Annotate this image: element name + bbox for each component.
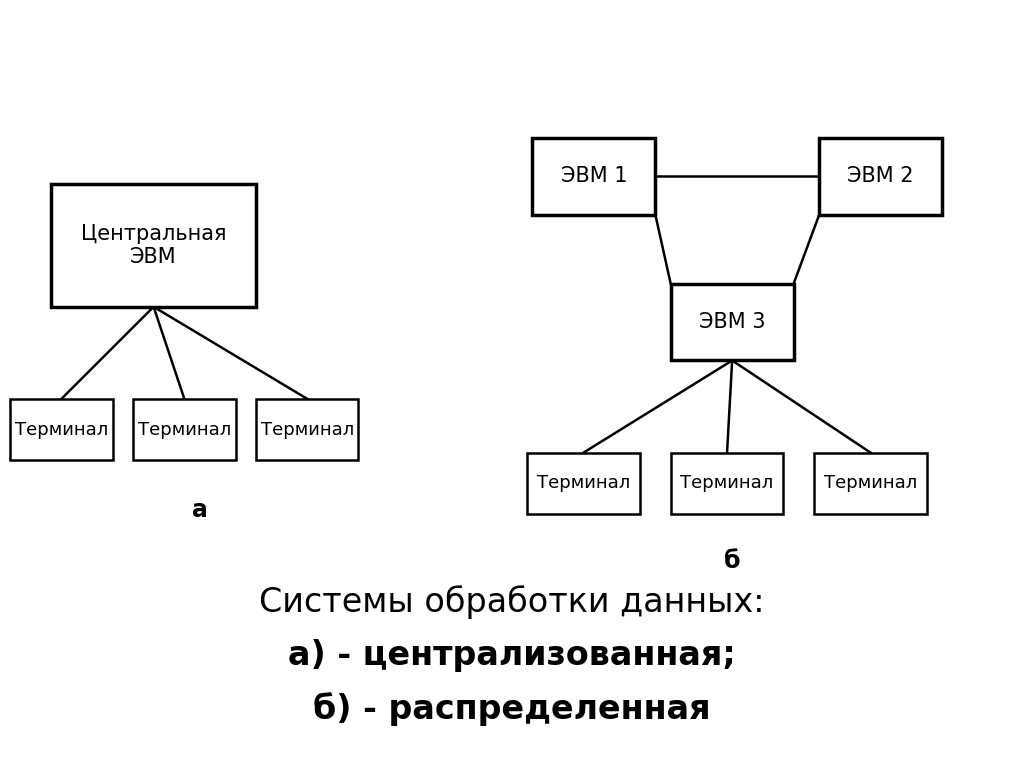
- Text: б: б: [724, 549, 740, 574]
- Text: Системы обработки данных:: Системы обработки данных:: [259, 585, 765, 619]
- Text: Терминал: Терминал: [260, 420, 354, 439]
- Text: ЭВМ 2: ЭВМ 2: [848, 166, 913, 186]
- Bar: [527, 453, 640, 514]
- Bar: [532, 138, 655, 215]
- Text: Терминал: Терминал: [537, 474, 631, 492]
- Bar: [814, 453, 927, 514]
- Bar: [10, 399, 113, 460]
- Text: ЭВМ 1: ЭВМ 1: [561, 166, 627, 186]
- Text: ЭВМ 3: ЭВМ 3: [699, 312, 765, 332]
- Text: Терминал: Терминал: [680, 474, 774, 492]
- Text: а: а: [191, 498, 208, 522]
- Bar: [133, 399, 236, 460]
- Bar: [256, 399, 358, 460]
- Bar: [819, 138, 942, 215]
- Text: б) - распределенная: б) - распределенная: [313, 693, 711, 726]
- Text: Терминал: Терминал: [823, 474, 918, 492]
- Bar: [671, 453, 783, 514]
- Text: Центральная
ЭВМ: Центральная ЭВМ: [81, 224, 226, 267]
- Text: Терминал: Терминал: [14, 420, 109, 439]
- Bar: [671, 284, 794, 360]
- Bar: [51, 184, 256, 307]
- Text: а) - централизованная;: а) - централизованная;: [288, 639, 736, 673]
- Text: Терминал: Терминал: [137, 420, 231, 439]
